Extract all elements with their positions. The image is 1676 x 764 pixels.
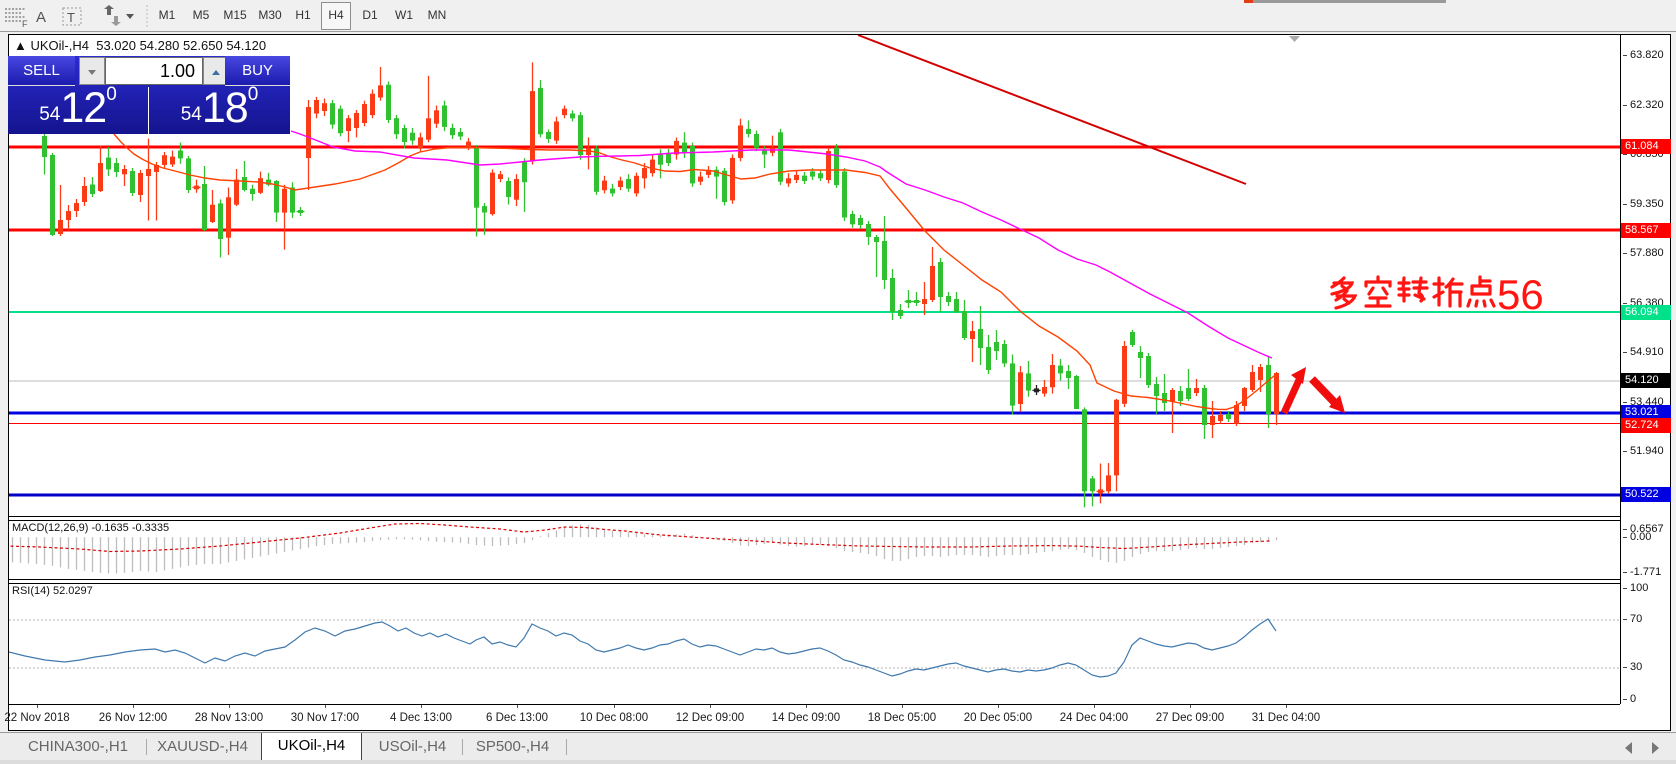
svg-text:F: F bbox=[22, 19, 28, 29]
svg-text:A: A bbox=[36, 9, 46, 26]
svg-text:56: 56 bbox=[1497, 271, 1544, 318]
svg-text:T: T bbox=[67, 10, 75, 25]
